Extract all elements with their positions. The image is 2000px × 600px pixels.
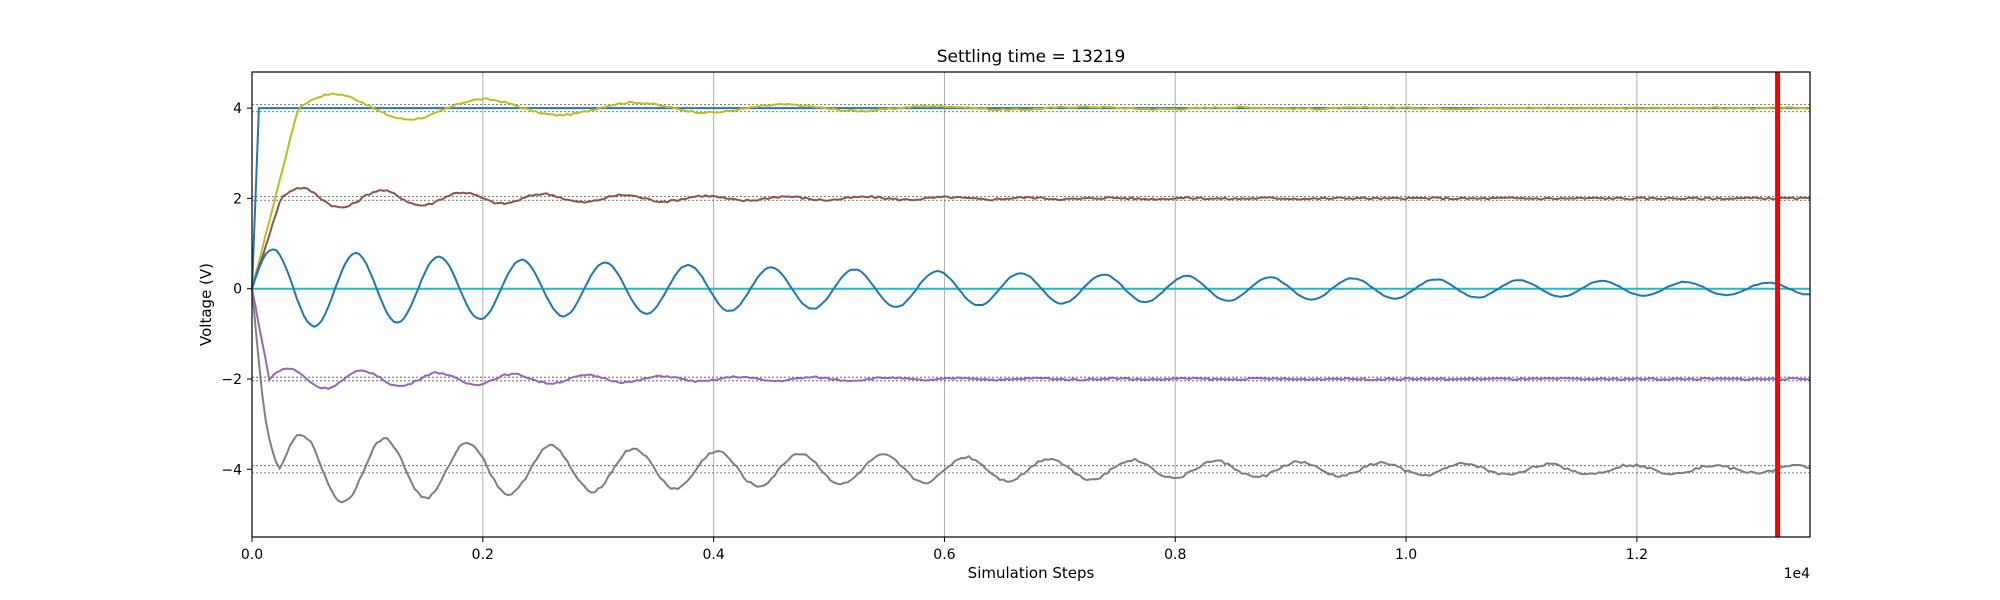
y-tick-label: 4 [233,101,242,117]
y-tick-label: −4 [221,462,242,478]
y-tick-label: 2 [233,191,242,207]
series-line [251,288,1811,390]
x-tick-label: 0.6 [933,547,955,563]
y-tick-label: −2 [221,372,242,388]
x-axis-offset-label: 1e4 [1784,566,1811,582]
x-tick-label: 1.2 [1626,547,1648,563]
y-axis-ticks: −4 −2 0 2 4 [221,101,252,478]
x-tick-label: 0.2 [472,547,494,563]
plot-frame [251,71,1811,538]
y-axis-label: Voltage (V) [197,263,215,346]
reference-lines [251,107,1810,290]
series-line [251,248,1811,328]
chart-title: Settling time = 13219 [937,47,1126,67]
x-axis-ticks: 0.0 0.2 0.4 0.6 0.8 1.0 1.2 [241,537,1648,563]
x-tick-label: 1.0 [1395,547,1417,563]
x-tick-label: 0.8 [1164,547,1186,563]
x-axis-label: Simulation Steps [968,564,1095,582]
series-group [251,92,1811,504]
x-tick-label: 0.4 [702,547,724,563]
series-line [251,92,1811,289]
grid [251,72,1638,537]
y-tick-label: 0 [233,282,242,298]
series-line [251,287,1811,504]
reference-line [251,107,1810,289]
x-tick-label: 0.0 [241,547,263,563]
series-line [251,186,1811,290]
